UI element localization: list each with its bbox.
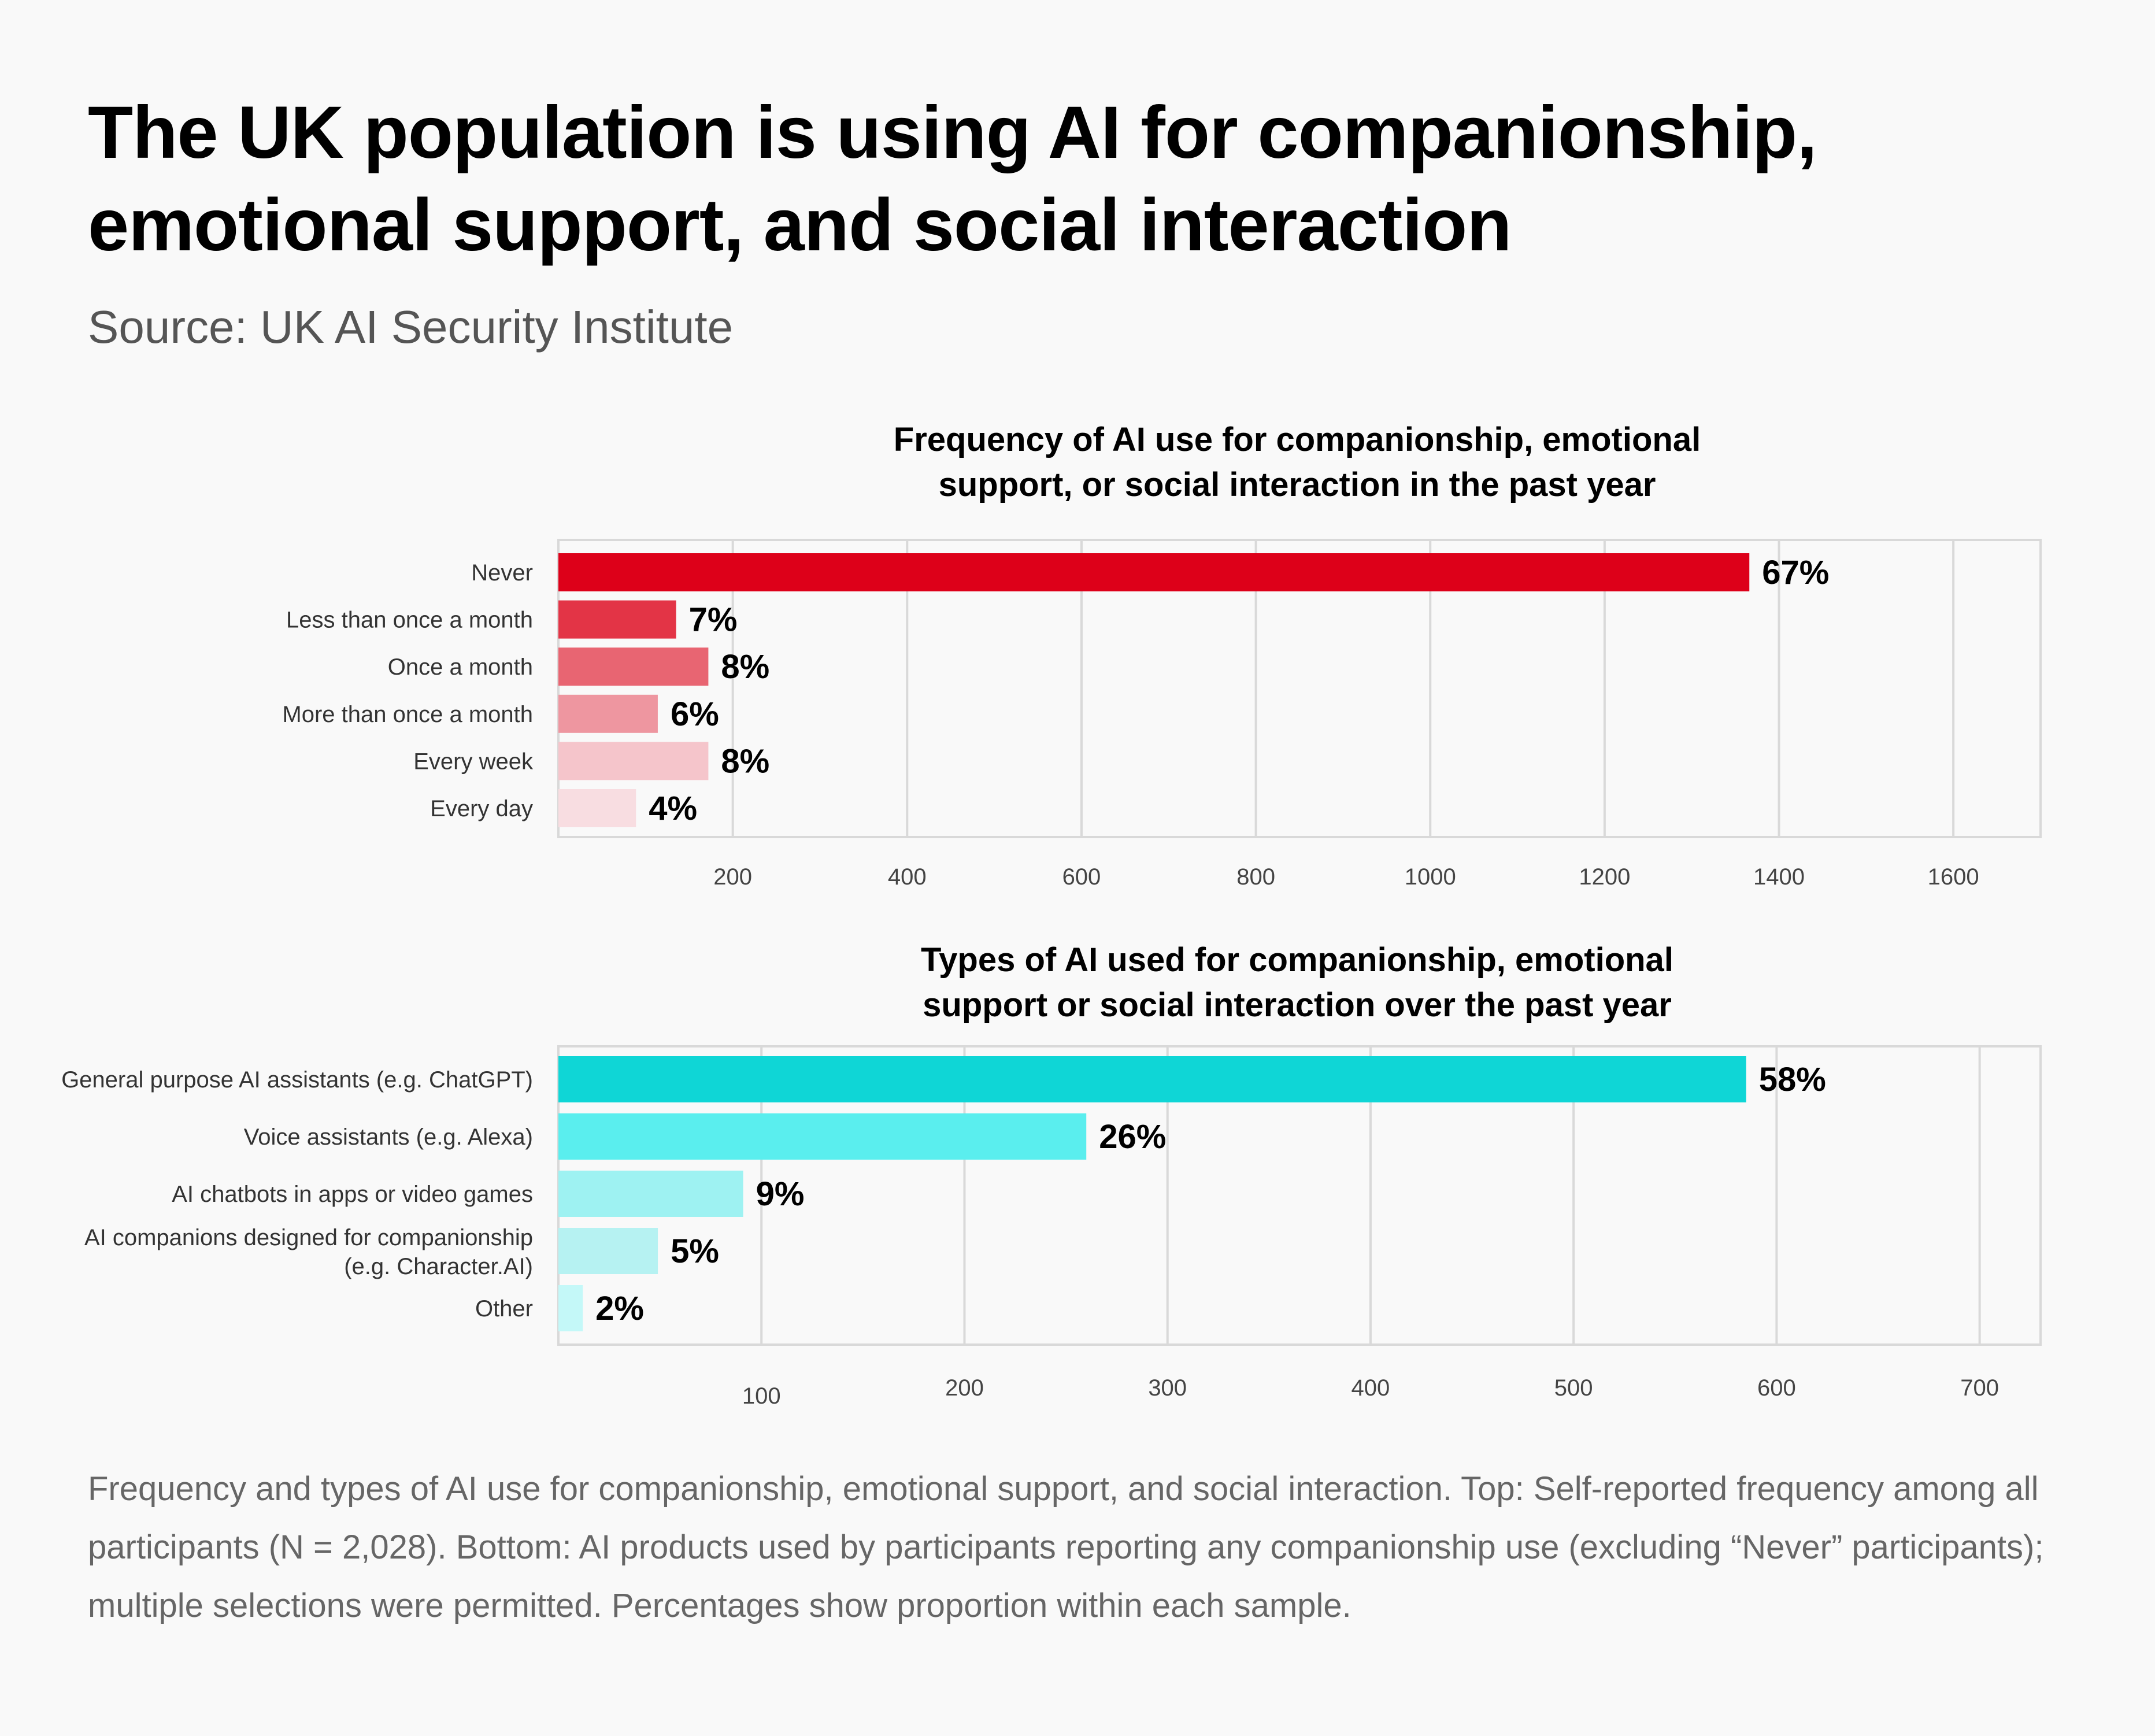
- x-tick-label: 1600: [1928, 864, 1979, 890]
- data-label: 7%: [689, 601, 738, 639]
- data-label: 2%: [595, 1290, 644, 1327]
- bar: [558, 1056, 1746, 1102]
- category-label: Every week: [413, 749, 534, 774]
- bar: [558, 694, 658, 733]
- bar: [558, 1228, 658, 1274]
- bar: [558, 600, 676, 639]
- bar: [558, 647, 709, 686]
- x-tick-label: 700: [1960, 1375, 1999, 1401]
- category-label: Other: [475, 1296, 533, 1322]
- x-tick-label: 600: [1062, 864, 1101, 890]
- types-chart: Types of AI used for companionship, emot…: [0, 925, 2155, 1416]
- bar: [558, 553, 1750, 591]
- x-tick-label: 300: [1148, 1375, 1187, 1401]
- category-label: Less than once a month: [286, 608, 533, 633]
- category-label: (e.g. Character.AI): [344, 1254, 533, 1279]
- category-label: General purpose AI assistants (e.g. Chat…: [61, 1067, 533, 1093]
- source-note: Source: UK AI Security Institute: [88, 301, 734, 353]
- chart-title-line: Frequency of AI use for companionship, e…: [894, 421, 1701, 458]
- data-label: 4%: [649, 790, 697, 827]
- data-label: 8%: [721, 742, 769, 780]
- data-label: 6%: [671, 695, 719, 733]
- category-label: More than once a month: [282, 702, 533, 727]
- types-chart-svg: Types of AI used for companionship, emot…: [61, 941, 2042, 1409]
- x-tick-label: 400: [1351, 1375, 1390, 1401]
- x-tick-label: 1400: [1753, 864, 1805, 890]
- data-label: 8%: [721, 648, 769, 686]
- figure-caption: Frequency and types of AI use for compan…: [88, 1470, 2044, 1624]
- data-label: 26%: [1099, 1118, 1166, 1156]
- bar: [558, 1285, 583, 1331]
- data-label: 67%: [1762, 554, 1829, 591]
- frequency-chart: Frequency of AI use for companionship, e…: [0, 405, 2155, 890]
- category-label: Every day: [430, 796, 533, 821]
- category-label: AI companions designed for companionship: [84, 1225, 533, 1250]
- category-label: Never: [471, 560, 533, 586]
- category-label: AI chatbots in apps or video games: [172, 1182, 533, 1207]
- bar: [558, 1113, 1087, 1160]
- chart-title-line: support or social interaction over the p…: [923, 986, 1672, 1024]
- chart-title-line: support, or social interaction in the pa…: [939, 466, 1656, 504]
- page-title: The UK population is using AI for compan…: [88, 91, 1817, 266]
- x-tick-label: 500: [1554, 1375, 1593, 1401]
- x-tick-label: 1000: [1405, 864, 1456, 890]
- category-label: Voice assistants (e.g. Alexa): [244, 1124, 533, 1150]
- bar: [558, 742, 709, 780]
- chart-title-line: Types of AI used for companionship, emot…: [921, 941, 1673, 979]
- frequency-chart-svg: Frequency of AI use for companionship, e…: [282, 421, 2042, 890]
- bar: [558, 789, 636, 827]
- category-label: Once a month: [388, 654, 533, 680]
- x-tick-label: 100: [742, 1383, 781, 1409]
- plot-frame: [557, 539, 2042, 838]
- data-label: 9%: [756, 1175, 805, 1213]
- data-label: 58%: [1759, 1061, 1826, 1098]
- x-tick-label: 800: [1236, 864, 1275, 890]
- x-tick-label: 200: [945, 1375, 984, 1401]
- x-tick-label: 400: [888, 864, 927, 890]
- bar: [558, 1171, 743, 1217]
- x-tick-label: 600: [1757, 1375, 1796, 1401]
- x-tick-label: 200: [713, 864, 752, 890]
- x-tick-label: 1200: [1579, 864, 1630, 890]
- data-label: 5%: [671, 1232, 719, 1270]
